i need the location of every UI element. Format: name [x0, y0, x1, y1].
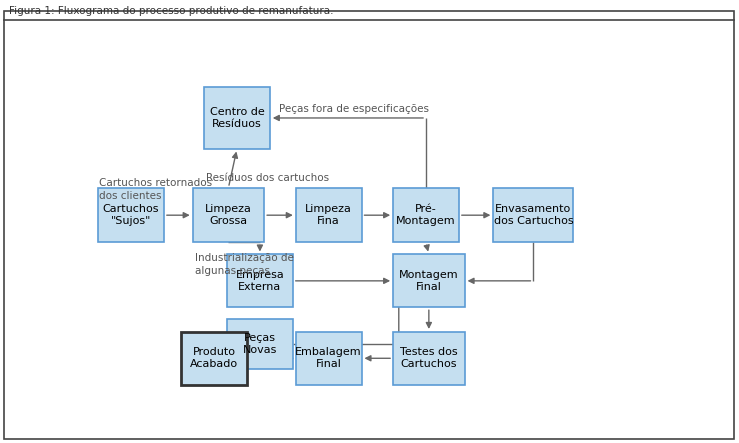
- FancyBboxPatch shape: [227, 254, 293, 307]
- Text: Centro de
Resíduos: Centro de Resíduos: [210, 107, 265, 129]
- Text: Pré-
Montagem: Pré- Montagem: [396, 204, 456, 226]
- FancyBboxPatch shape: [393, 254, 465, 307]
- Text: Cartuchos retornados
dos clientes: Cartuchos retornados dos clientes: [99, 179, 212, 201]
- Text: Limpeza
Grossa: Limpeza Grossa: [205, 204, 252, 226]
- FancyBboxPatch shape: [393, 332, 465, 385]
- Text: Resíduos dos cartuchos: Resíduos dos cartuchos: [205, 173, 329, 183]
- Text: Montagem
Final: Montagem Final: [399, 270, 459, 292]
- Text: Produto
Acabado: Produto Acabado: [190, 347, 238, 369]
- Text: Embalagem
Final: Embalagem Final: [296, 347, 362, 369]
- Text: Limpeza
Fina: Limpeza Fina: [305, 204, 352, 226]
- Text: Figura 1: Fluxograma do processo produtivo de remanufatura.: Figura 1: Fluxograma do processo produti…: [9, 6, 333, 16]
- Text: Peças
Novas: Peças Novas: [242, 333, 277, 355]
- Text: Testes dos
Cartuchos: Testes dos Cartuchos: [400, 347, 457, 369]
- Text: Cartuchos
"Sujos": Cartuchos "Sujos": [103, 204, 160, 226]
- Text: Envasamento
dos Cartuchos: Envasamento dos Cartuchos: [494, 204, 573, 226]
- FancyBboxPatch shape: [227, 319, 293, 369]
- FancyBboxPatch shape: [393, 188, 459, 242]
- Text: Peças fora de especificações: Peças fora de especificações: [279, 105, 429, 114]
- FancyBboxPatch shape: [494, 188, 573, 242]
- Text: Empresa
Externa: Empresa Externa: [236, 270, 285, 292]
- FancyBboxPatch shape: [296, 332, 361, 385]
- FancyBboxPatch shape: [181, 332, 247, 385]
- FancyBboxPatch shape: [193, 188, 265, 242]
- FancyBboxPatch shape: [98, 188, 164, 242]
- FancyBboxPatch shape: [204, 87, 270, 149]
- FancyBboxPatch shape: [296, 188, 361, 242]
- Text: Industrialização de
algunas peças: Industrialização de algunas peças: [196, 253, 294, 276]
